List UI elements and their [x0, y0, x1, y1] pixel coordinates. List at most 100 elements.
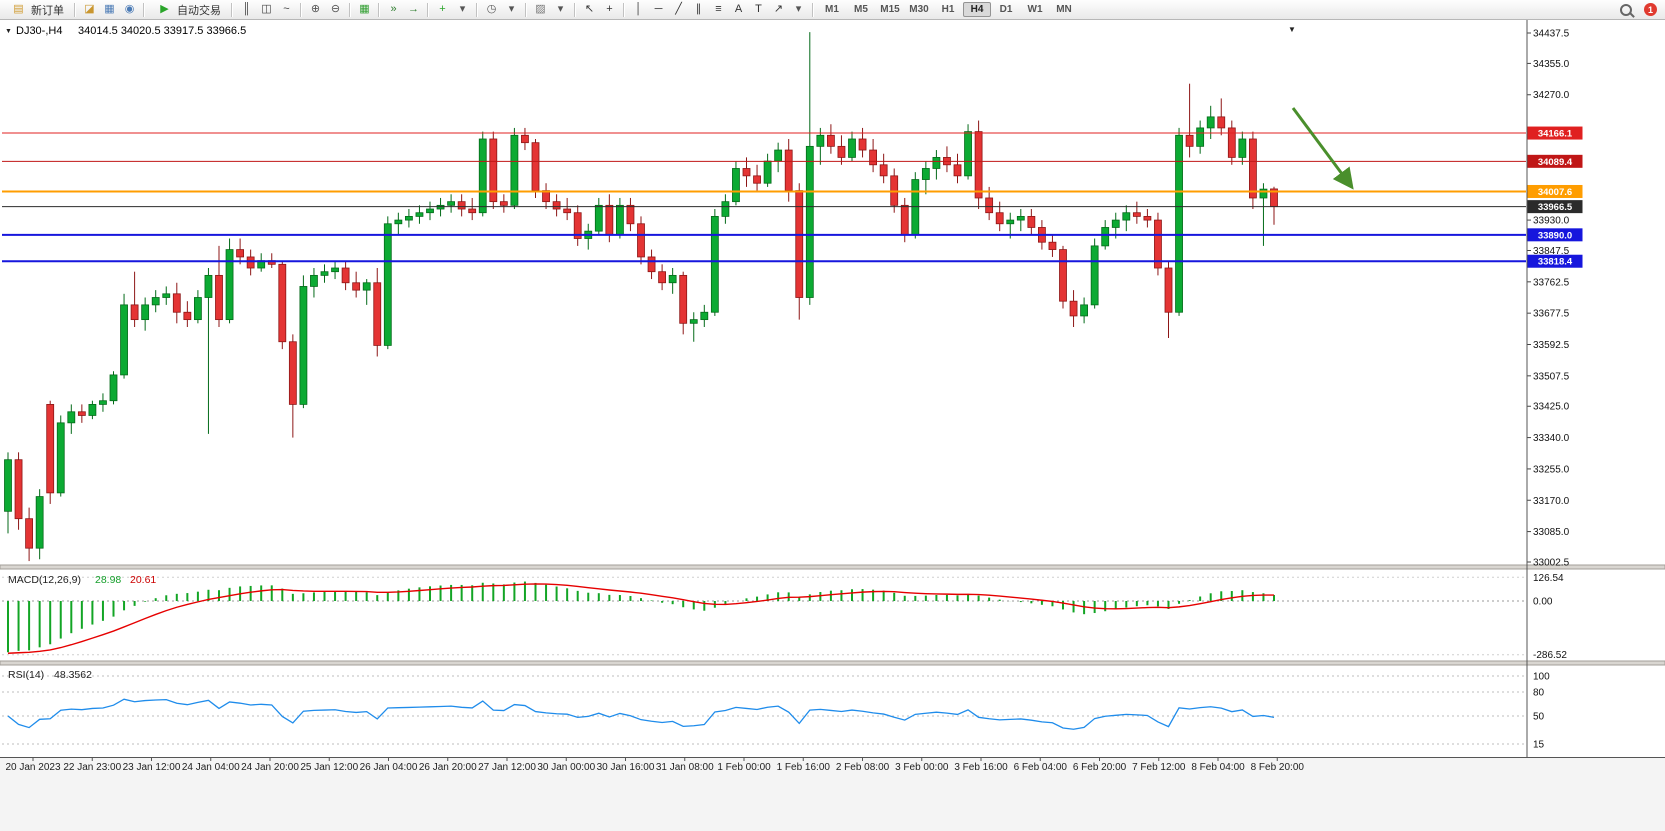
macd-axis-label: 126.54 — [1533, 573, 1564, 584]
toolbar-separator — [574, 2, 576, 17]
timeframe-W1[interactable]: W1 — [1027, 4, 1043, 15]
auto-trading-button[interactable]: ▶ 自动交易 — [149, 0, 227, 20]
help-icon[interactable]: ◉ — [124, 3, 135, 15]
candle-body — [900, 204, 909, 236]
line-chart-icon[interactable]: ~ — [283, 3, 290, 15]
x-tick-label: 23 Jan 12:00 — [123, 762, 181, 773]
search-icon[interactable] — [1620, 3, 1632, 16]
chart-shift-marker-icon[interactable]: ▼ — [1288, 25, 1296, 34]
panel-splitter[interactable] — [0, 660, 1665, 666]
panel-splitter[interactable] — [0, 564, 1665, 570]
candle-body — [426, 208, 434, 214]
timeframe-M5[interactable]: M5 — [854, 4, 868, 15]
candle-body — [1175, 134, 1183, 313]
candle-body — [985, 197, 994, 214]
new-order-button[interactable]: ▤ 新订单 — [3, 0, 70, 20]
notification-badge[interactable]: 1 — [1644, 3, 1657, 16]
channel-icon[interactable]: ∥ — [695, 3, 702, 15]
candle-body — [362, 282, 371, 291]
y-tick-label: 33592.5 — [1533, 340, 1570, 351]
candle-body — [415, 212, 424, 217]
templates-icon[interactable]: ▨ — [535, 3, 546, 15]
chart-title-ohlc: 34014.5 34020.5 33917.5 33966.5 — [78, 25, 246, 37]
macd-value-signal: 20.61 — [130, 574, 156, 586]
trend-arrow[interactable] — [1291, 107, 1354, 190]
arrows-icon[interactable]: ↗ — [773, 3, 784, 15]
crosshair-icon[interactable]: + — [606, 3, 613, 15]
timeframe-M15[interactable]: M15 — [880, 4, 900, 15]
profiles-icon[interactable]: ◪ — [84, 3, 95, 15]
label-icon[interactable]: T — [755, 3, 762, 15]
cursor-icon[interactable]: ↖ — [584, 3, 595, 15]
indicators-dropdown-icon[interactable]: ▾ — [459, 3, 466, 15]
candle-body — [436, 204, 445, 210]
chart-canvas[interactable]: 34166.1 34089.4 34007.6 33966.5 33890.0 33818… — [0, 20, 1665, 831]
candle-body — [679, 274, 688, 324]
candle-body — [637, 223, 645, 258]
candle-body — [1227, 127, 1236, 158]
auto-scroll-icon[interactable]: » — [390, 3, 397, 15]
periods-dropdown-icon[interactable]: ▾ — [508, 3, 515, 15]
candle-body — [827, 134, 835, 147]
horizontal-line-icon[interactable]: ─ — [654, 3, 663, 15]
candle-body — [278, 263, 287, 343]
candle-body — [1249, 138, 1257, 199]
y-tick-label: 34437.5 — [1533, 29, 1570, 40]
text-icon[interactable]: A — [734, 3, 743, 15]
timeframe-H4[interactable]: H4 — [963, 2, 991, 17]
candle-body — [478, 138, 487, 214]
y-tick-label: 33762.5 — [1533, 277, 1570, 288]
indicators-icon[interactable]: + — [439, 3, 446, 15]
periods-icon[interactable]: ◷ — [486, 3, 497, 15]
timeframe-M1[interactable]: M1 — [825, 4, 839, 15]
drawing-dropdown-icon[interactable]: ▾ — [795, 3, 802, 15]
timeframe-D1[interactable]: D1 — [999, 4, 1013, 15]
y-tick-label: 33255.0 — [1533, 464, 1570, 475]
candle-body — [784, 149, 793, 191]
timeframe-MN[interactable]: MN — [1056, 4, 1072, 15]
y-tick-label: 33002.5 — [1533, 558, 1570, 569]
candle-body — [753, 175, 761, 184]
candle-body — [1101, 227, 1110, 247]
y-tick-label: 34355.0 — [1533, 59, 1570, 70]
rsi-axis-label: 80 — [1533, 688, 1545, 699]
candle-body — [183, 311, 192, 321]
y-tick-label: 33677.5 — [1533, 309, 1570, 320]
candle-body — [341, 267, 350, 284]
rsi-axis-label: 100 — [1533, 672, 1550, 683]
price-badge-label: 33818.4 — [1538, 257, 1573, 268]
toolbar-separator — [525, 2, 527, 17]
candle-body — [151, 297, 160, 306]
candle-body — [299, 286, 308, 405]
y-tick-label: 33170.0 — [1533, 496, 1570, 507]
chart-window-icon[interactable]: ▦ — [104, 3, 115, 15]
candle-body — [626, 204, 635, 225]
candle-body — [215, 274, 223, 321]
fibonacci-icon[interactable]: ≡ — [715, 3, 722, 15]
candlestick-chart-icon[interactable]: ◫ — [261, 3, 272, 15]
trendline-icon[interactable]: ╱ — [675, 3, 682, 15]
ohlc-bars-icon[interactable]: ║ — [242, 3, 251, 15]
candle-body — [35, 496, 44, 549]
candle-body — [172, 293, 181, 313]
candle-body — [774, 149, 783, 162]
zoom-out-icon[interactable]: ⊖ — [330, 3, 341, 15]
vertical-line-icon[interactable]: │ — [635, 3, 642, 15]
candle-body — [1259, 188, 1268, 199]
tile-windows-icon[interactable]: ▦ — [359, 3, 370, 15]
candle-body — [1006, 219, 1015, 225]
candle-body — [1206, 116, 1215, 129]
one-click-trading-toggle-icon[interactable]: ▼ — [5, 28, 12, 35]
y-tick-label: 34270.0 — [1533, 90, 1570, 101]
toolbar-separator — [349, 2, 351, 17]
macd-axis-label: 0.00 — [1533, 597, 1553, 608]
zoom-in-icon[interactable]: ⊕ — [310, 3, 321, 15]
candle-body — [46, 404, 55, 494]
templates-dropdown-icon[interactable]: ▾ — [557, 3, 564, 15]
x-tick-label: 3 Feb 16:00 — [954, 762, 1008, 773]
timeframe-M30[interactable]: M30 — [909, 4, 929, 15]
candle-body — [1080, 304, 1088, 317]
candle-body — [225, 249, 234, 321]
chart-shift-icon[interactable]: → — [408, 3, 419, 15]
timeframe-H1[interactable]: H1 — [941, 4, 955, 15]
